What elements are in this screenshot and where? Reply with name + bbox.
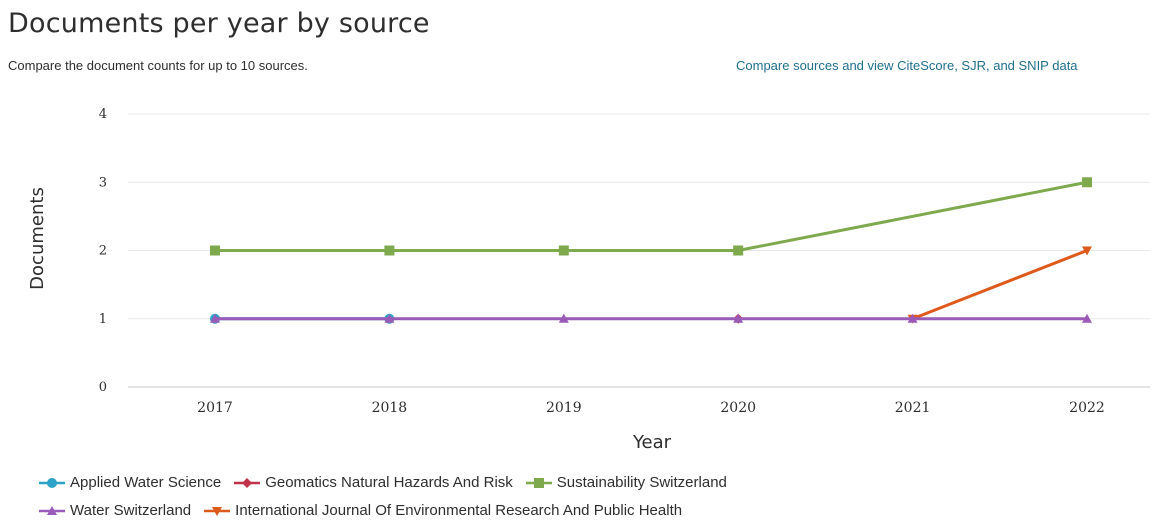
legend-label: International Journal Of Environmental R… [235,502,683,519]
x-axis-title: Year [632,432,672,453]
y-tick-label: 0 [99,380,107,395]
legend-marker-shape [242,477,253,488]
y-tick-label: 2 [99,244,107,259]
documents-line-chart: 0 1 2 3 4 2017 2018 2019 2020 2021 2022 Year Documen… [27,107,1150,453]
legend-item[interactable]: Applied Water Science [38,474,221,491]
data-point-sustainability-switzerland [1082,177,1092,188]
x-tick-label: 2020 [720,400,756,416]
y-tick-label: 3 [99,175,107,190]
compare-sources-link[interactable]: Compare sources and view CiteScore, SJR,… [736,58,1078,73]
y-tick-label: 1 [99,312,107,327]
y-tick-label: 4 [99,107,107,122]
legend-marker-shape [212,506,223,516]
data-point-water-switzerland [384,313,395,323]
x-tick-label: 2018 [372,400,408,416]
legend-label: Water Switzerland [70,502,192,519]
x-tick-label: 2022 [1069,400,1105,416]
legend-marker-icon [525,477,552,488]
legend-item[interactable]: International Journal Of Environmental R… [203,502,682,519]
legend-marker-shape [533,477,544,488]
chart-title: Documents per year by source [8,8,430,39]
data-point-water-switzerland [558,313,569,323]
legend-item[interactable]: Water Switzerland [38,502,191,519]
data-point-international-journal-of-environmental-research-and-public-health [1082,246,1092,256]
x-tick-label: 2019 [546,400,582,416]
legend-marker-icon [234,477,261,488]
data-point-water-switzerland [907,313,918,323]
chart-subtitle: Compare the document counts for up to 10… [8,58,308,73]
data-point-sustainability-switzerland [384,245,395,256]
series-line-sustainability-switzerland [215,180,1088,252]
data-point-water-switzerland [1082,313,1092,323]
legend-marker-shape [47,505,57,515]
legend-label: Applied Water Science [70,474,222,491]
legend-marker-icon [204,506,231,516]
data-point-sustainability-switzerland [210,245,220,256]
legend-item[interactable]: Sustainability Switzerland [525,474,727,491]
x-tick-label: 2021 [895,400,931,416]
data-point-sustainability-switzerland [733,245,744,256]
x-tick-label: 2017 [197,400,233,416]
data-point-sustainability-switzerland [558,245,569,256]
legend-item[interactable]: Geomatics Natural Hazards And Risk [233,474,513,491]
legend-row: Applied Water Science Geomatics Natural H… [38,474,739,491]
series-line-international-journal-of-environmental-research-and-public-health [912,249,1088,321]
legend-marker-icon [39,505,65,515]
legend-marker-icon [39,477,65,488]
legend-label: Geomatics Natural Hazards And Risk [265,474,513,491]
legend-row: Water Switzerland International Journal O… [38,502,694,519]
legend-label: Sustainability Switzerland [556,474,727,491]
legend-marker-shape [47,477,57,488]
y-axis-title: Documents [27,187,48,290]
data-point-water-switzerland [733,313,744,323]
data-point-water-switzerland [210,313,220,323]
